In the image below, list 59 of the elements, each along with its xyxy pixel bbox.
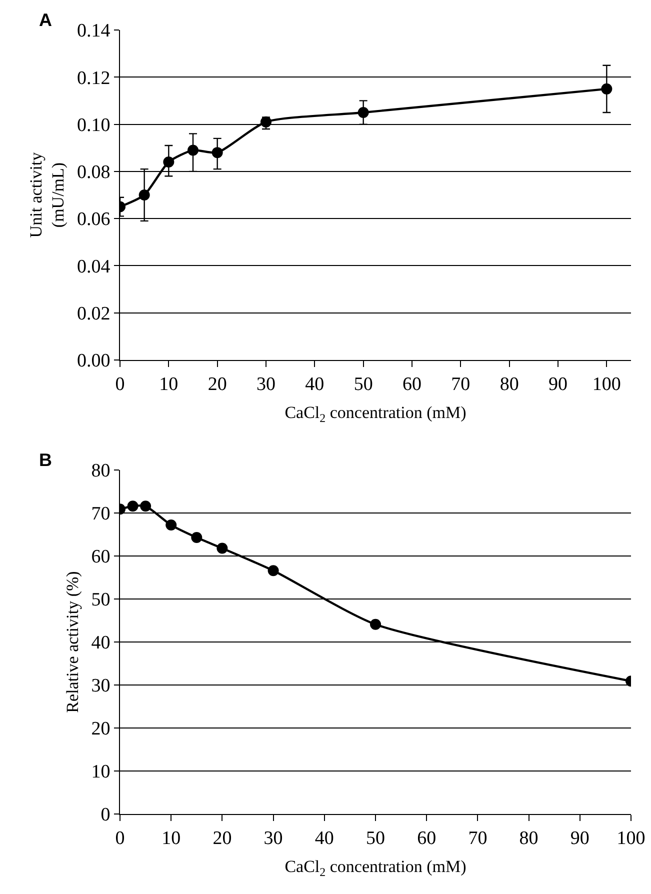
chart-title: B xyxy=(39,450,52,470)
point xyxy=(140,500,152,512)
y-tick-label: 0.12 xyxy=(76,68,110,89)
x-tick-label: 20 xyxy=(212,828,232,849)
y-axis-title: Unit activity (mU/mL) xyxy=(26,152,68,238)
point xyxy=(166,520,177,531)
y-tick-label: 0.14 xyxy=(76,20,111,42)
point xyxy=(212,147,223,158)
point xyxy=(358,107,369,118)
x-tick-label: 70 xyxy=(468,828,488,849)
y-tick-label: 0.06 xyxy=(76,209,110,230)
point xyxy=(216,542,228,554)
y-tick-label: 0.10 xyxy=(76,114,110,136)
y-tick-label: 0.02 xyxy=(76,304,110,325)
x-tick-label: 80 xyxy=(500,374,519,395)
x-tick-label: 90 xyxy=(570,828,590,849)
point xyxy=(138,190,150,200)
x-tick-label: 0 xyxy=(115,374,125,395)
x-tick-label: 90 xyxy=(548,374,568,395)
point xyxy=(601,83,612,94)
point xyxy=(191,532,202,544)
x-tick-label: 10 xyxy=(162,828,181,849)
x-tick-label: 100 xyxy=(592,374,621,395)
x-tick-label: 60 xyxy=(402,374,422,395)
x-tick-label: 30 xyxy=(264,828,283,849)
y-tick-label: 50 xyxy=(91,590,110,611)
x-tick-label: 50 xyxy=(366,828,385,849)
x-tick-label: 40 xyxy=(314,828,334,849)
point xyxy=(127,500,138,512)
y-tick-label: 0.00 xyxy=(76,350,110,372)
x-tick-label: 40 xyxy=(305,374,324,395)
y-axis-title: Relative activity (%) xyxy=(62,571,82,713)
y-tick-label: 0.04 xyxy=(76,256,111,278)
point xyxy=(268,565,279,576)
y-tick-label: 20 xyxy=(91,718,110,740)
point xyxy=(188,144,198,156)
y-tick-label: 0.08 xyxy=(76,162,110,184)
x-tick-label: 50 xyxy=(354,374,373,395)
x-tick-label: 10 xyxy=(159,374,178,395)
x-tick-label: 60 xyxy=(417,828,436,849)
point xyxy=(370,618,381,630)
y-tick-label: 30 xyxy=(91,676,110,697)
x-tick-label: 80 xyxy=(519,828,538,849)
x-tick-label: 20 xyxy=(208,374,227,395)
x-tick-label: 30 xyxy=(256,374,276,395)
y-tick-label: 0 xyxy=(100,804,110,826)
x-axis-title: CaCl$_{2}$ concentration (mM) xyxy=(284,403,466,425)
point xyxy=(260,116,272,128)
x-tick-label: 100 xyxy=(616,828,646,849)
y-tick-label: 70 xyxy=(91,504,110,525)
y-tick-label: 80 xyxy=(91,460,110,482)
x-tick-label: 0 xyxy=(115,828,125,849)
y-tick-label: 10 xyxy=(91,762,110,783)
chart-title: A xyxy=(39,10,52,30)
point xyxy=(163,156,174,168)
x-tick-label: 70 xyxy=(451,374,470,395)
x-axis-title: CaCl$_{2}$ concentration (mM) xyxy=(284,857,466,879)
y-tick-label: 60 xyxy=(91,546,110,568)
y-tick-label: 40 xyxy=(91,632,110,654)
